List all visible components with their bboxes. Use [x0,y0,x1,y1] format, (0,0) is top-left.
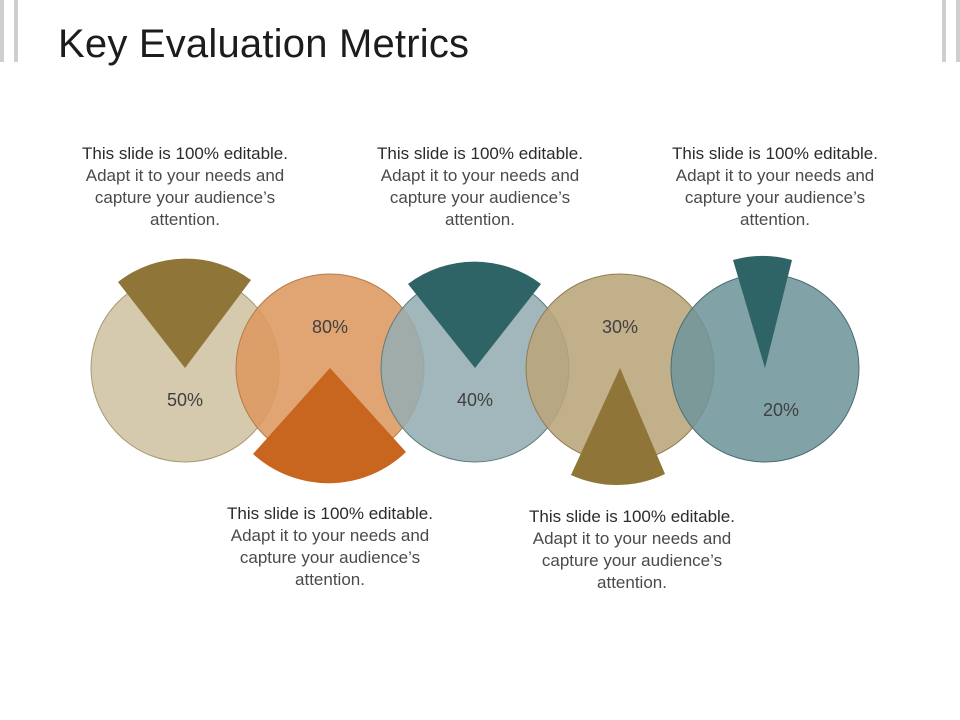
caption-metric-2-heading: This slide is 100% editable. [226,504,433,523]
caption-metric-1-heading: This slide is 100% editable. [81,144,288,163]
metric-4-percent-label: 30% [602,317,638,337]
metric-3-percent-label: 40% [457,390,493,410]
caption-metric-2[interactable]: This slide is 100% editable. Adapt it to… [205,503,455,591]
metric-4-wedge[interactable] [571,368,665,486]
caption-metric-5-heading: This slide is 100% editable. [671,144,878,163]
caption-metric-3-body: Adapt it to your needs and capture your … [380,166,580,229]
metric-3-wedge[interactable] [408,261,541,368]
caption-metric-3[interactable]: This slide is 100% editable. Adapt it to… [355,143,605,231]
caption-metric-2-body: Adapt it to your needs and capture your … [230,526,430,589]
left-edge-bar-outer [0,0,4,62]
right-edge-bar-inner [942,0,946,62]
caption-metric-4[interactable]: This slide is 100% editable. Adapt it to… [507,506,757,594]
caption-metric-3-heading: This slide is 100% editable. [376,144,583,163]
metric-1-percent-label: 50% [167,390,203,410]
caption-metric-1[interactable]: This slide is 100% editable. Adapt it to… [60,143,310,231]
caption-metric-1-body: Adapt it to your needs and capture your … [85,166,285,229]
caption-metric-4-heading: This slide is 100% editable. [528,507,735,526]
right-edge-bar-outer [956,0,960,62]
slide-title[interactable]: Key Evaluation Metrics [58,22,470,66]
metric-5-percent-label: 20% [763,400,799,420]
caption-metric-4-body: Adapt it to your needs and capture your … [532,529,732,592]
metric-5-wedge[interactable] [733,255,792,368]
metric-2-percent-label: 80% [312,317,348,337]
caption-metric-5[interactable]: This slide is 100% editable. Adapt it to… [650,143,900,231]
left-edge-bar-inner [14,0,18,62]
metric-1-wedge[interactable] [118,258,251,368]
caption-metric-5-body: Adapt it to your needs and capture your … [675,166,875,229]
metric-2-wedge[interactable] [253,368,406,484]
